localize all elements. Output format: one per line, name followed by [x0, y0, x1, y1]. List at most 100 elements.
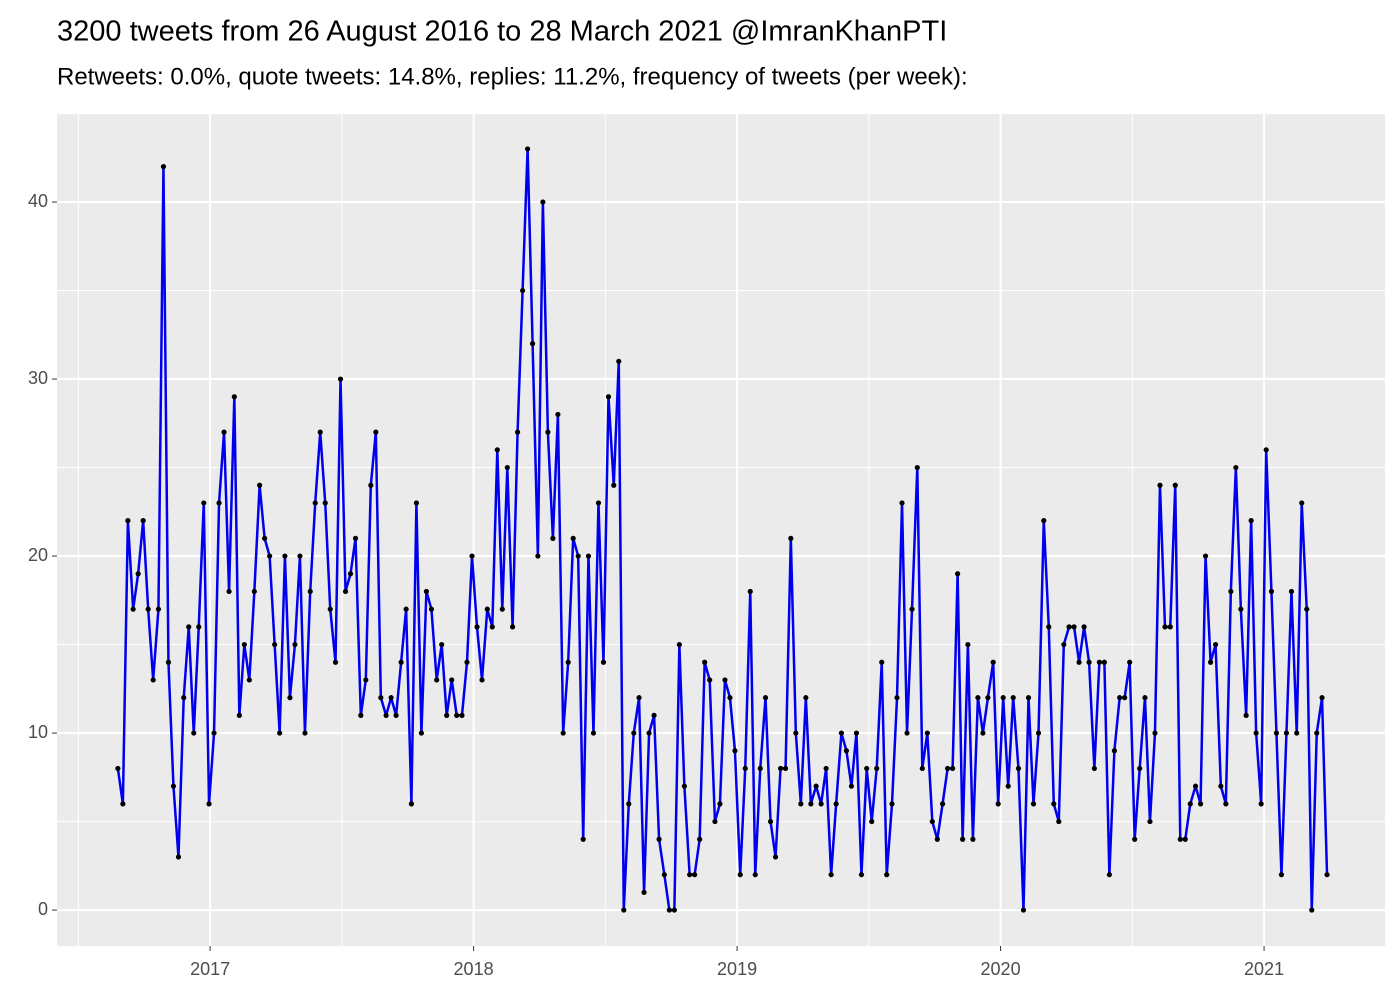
data-point	[585, 553, 592, 559]
data-point	[449, 677, 455, 683]
data-point	[980, 730, 986, 736]
data-point	[631, 730, 637, 736]
data-point	[661, 872, 667, 878]
data-point	[955, 571, 961, 577]
data-point	[838, 730, 845, 736]
data-point	[874, 765, 880, 772]
data-point	[1314, 730, 1320, 736]
data-point	[175, 854, 182, 860]
data-point	[848, 783, 855, 789]
data-point	[1288, 588, 1295, 595]
data-point	[545, 429, 551, 435]
data-point	[489, 624, 495, 630]
data-point	[251, 588, 257, 595]
data-point	[616, 358, 622, 364]
data-point	[646, 730, 652, 736]
data-point	[196, 624, 202, 630]
data-point	[742, 765, 748, 772]
data-point	[722, 677, 728, 683]
data-point	[697, 836, 703, 842]
data-point	[858, 872, 865, 878]
data-point	[524, 146, 531, 152]
data-point	[692, 872, 698, 878]
data-point	[1147, 818, 1153, 825]
data-point	[352, 535, 359, 541]
data-point	[398, 659, 404, 665]
data-point	[444, 712, 450, 718]
data-point	[1137, 765, 1143, 772]
data-point	[322, 500, 328, 506]
data-point	[145, 606, 151, 612]
data-point	[1091, 765, 1097, 772]
data-point	[342, 588, 349, 595]
data-point	[853, 730, 860, 736]
data-point	[373, 429, 379, 435]
data-point	[1192, 783, 1199, 789]
data-point	[368, 482, 374, 488]
data-point	[939, 801, 946, 807]
data-point	[454, 712, 460, 718]
data-point	[600, 659, 607, 665]
data-point	[155, 606, 162, 612]
data-point	[970, 836, 976, 842]
data-point	[1309, 907, 1315, 913]
data-point	[808, 801, 814, 807]
data-point	[1015, 765, 1022, 772]
data-point	[702, 659, 708, 665]
data-point	[1243, 712, 1249, 718]
data-point	[1071, 624, 1077, 630]
data-point	[459, 712, 465, 718]
data-point	[641, 889, 647, 895]
data-point	[798, 801, 804, 807]
data-point	[757, 765, 763, 772]
data-point	[894, 695, 900, 701]
data-point	[1051, 801, 1057, 807]
data-point	[327, 606, 333, 612]
data-point	[580, 836, 586, 842]
data-point	[823, 765, 829, 772]
data-point	[782, 765, 789, 772]
data-point	[560, 730, 566, 736]
data-point	[833, 801, 839, 807]
data-point	[762, 695, 769, 701]
data-point	[621, 907, 627, 913]
data-point	[1187, 801, 1193, 807]
data-point	[257, 482, 263, 488]
data-point	[1223, 801, 1229, 807]
data-point	[1010, 695, 1016, 701]
data-point	[565, 659, 571, 665]
data-point	[1030, 801, 1037, 807]
data-point	[1127, 659, 1133, 665]
data-point	[1202, 553, 1209, 559]
data-point	[216, 500, 222, 506]
y-tick-label: 0	[38, 899, 48, 919]
data-point	[717, 801, 723, 807]
data-point	[929, 818, 935, 825]
data-point	[474, 624, 480, 630]
data-point	[803, 695, 809, 701]
data-point	[1101, 659, 1107, 665]
data-point	[150, 677, 156, 683]
data-point	[995, 801, 1001, 807]
data-point	[226, 588, 232, 595]
data-point	[332, 659, 339, 665]
data-point	[1273, 730, 1280, 736]
data-point	[464, 659, 470, 665]
data-point	[1319, 695, 1325, 701]
data-point	[550, 535, 556, 541]
data-point	[1041, 518, 1047, 524]
data-point	[889, 801, 895, 807]
data-point	[1233, 464, 1239, 471]
data-point	[509, 624, 516, 630]
data-point	[186, 624, 192, 630]
data-point	[1122, 695, 1128, 701]
data-point	[408, 801, 414, 807]
data-point	[504, 464, 510, 471]
data-point	[752, 872, 758, 878]
data-point	[160, 164, 167, 170]
data-point	[393, 712, 399, 718]
data-point	[120, 801, 126, 807]
data-point	[1061, 641, 1067, 648]
data-point	[211, 730, 217, 736]
data-point	[1152, 730, 1158, 736]
